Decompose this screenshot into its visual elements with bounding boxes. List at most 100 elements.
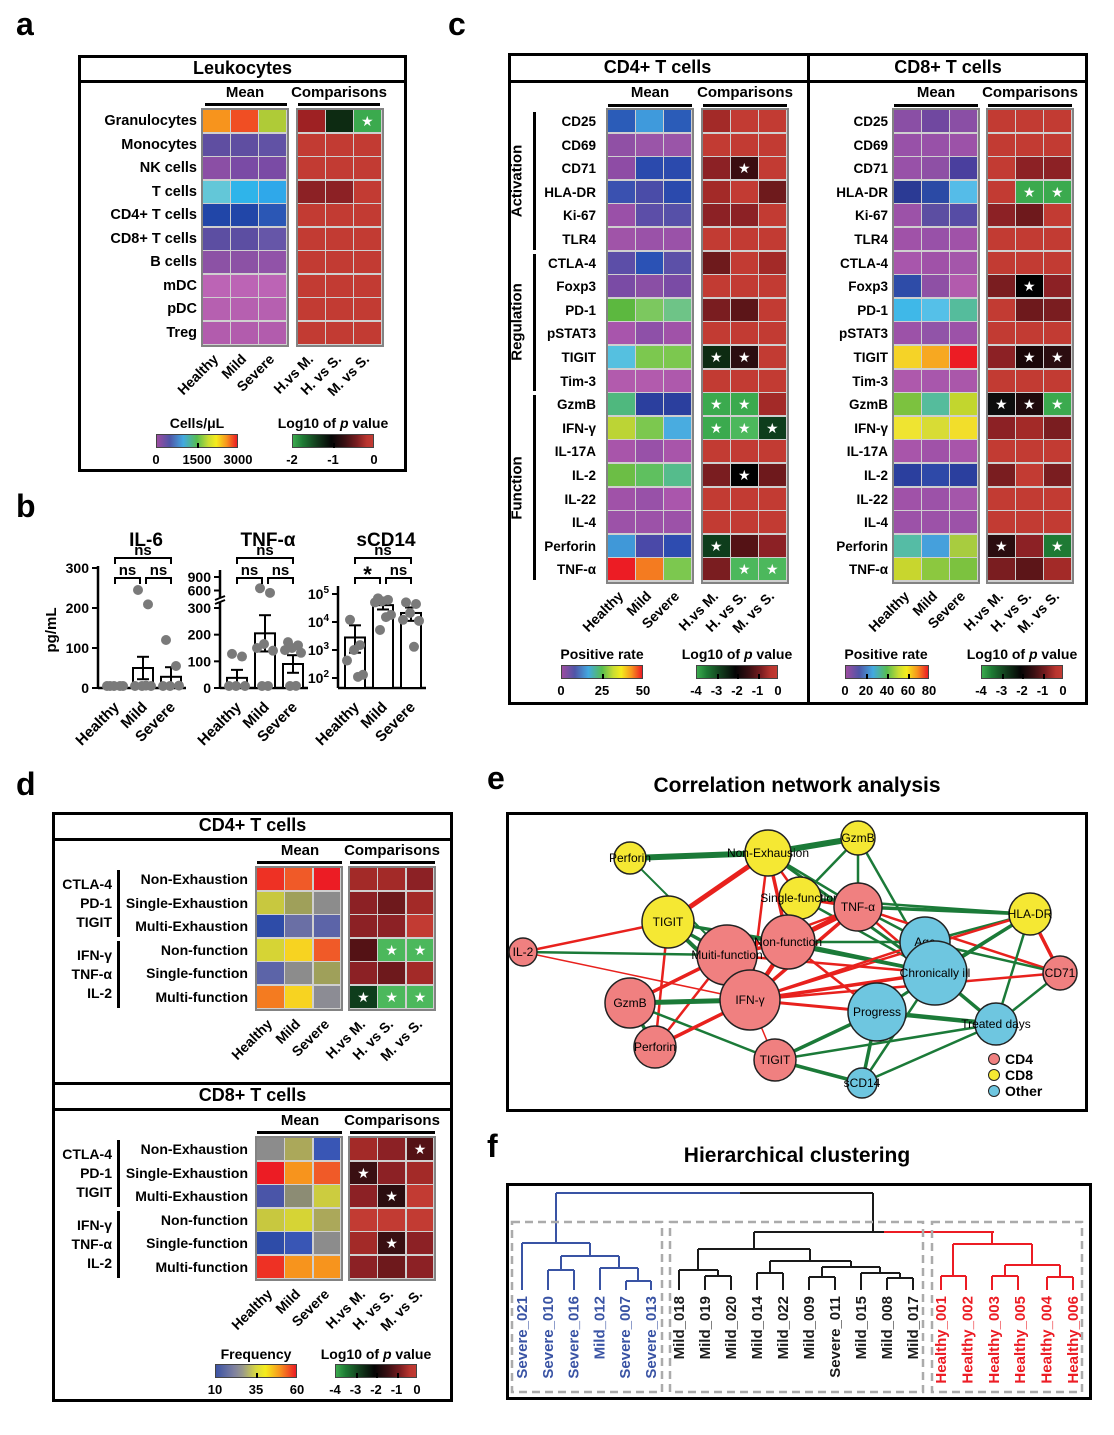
chart-title: sCD14	[356, 530, 416, 551]
heatmap-cell	[378, 1161, 406, 1184]
heatmap-cell	[350, 915, 377, 938]
heatmap-cell	[988, 487, 1015, 510]
positive-rate-legend-title: Positive rate	[844, 646, 928, 662]
sample-label: Healthy_001	[933, 1296, 950, 1384]
y-tick-label: 0	[81, 680, 89, 696]
heatmap-cell	[1044, 487, 1071, 510]
network-node-label: Progress	[853, 1005, 901, 1019]
heatmap-cell	[894, 393, 921, 416]
heatmap-cell: ★	[731, 346, 758, 369]
group-bracket-line	[117, 940, 120, 1008]
heatmap-cell	[285, 891, 313, 914]
network-node	[613, 841, 647, 875]
data-point	[381, 612, 391, 623]
heatmap-cell	[894, 416, 921, 439]
network-node-label: Chronically ill	[900, 966, 971, 980]
group-bracket-line	[533, 253, 536, 392]
heatmap-cell	[1044, 511, 1071, 534]
heatmap-cell	[636, 534, 663, 557]
sample-label: Mild_018	[671, 1296, 688, 1359]
heatmap-cell	[988, 180, 1015, 203]
data-point	[414, 615, 424, 626]
heatmap-cell	[1044, 133, 1071, 156]
data-point	[231, 681, 241, 691]
network-node-label: Muiti-function	[691, 948, 762, 962]
legend-dot-icon	[988, 1085, 1000, 1097]
row-label: IL-2	[571, 468, 596, 483]
network-node	[833, 882, 883, 932]
row-label: pDC	[167, 301, 197, 317]
heatmap-cell	[1044, 440, 1071, 463]
data-point	[143, 599, 153, 610]
heatmap-cell	[257, 891, 284, 914]
network-node-label: sCD14	[844, 1076, 881, 1090]
row-label: mDC	[163, 277, 197, 294]
heatmap-cell	[203, 204, 230, 226]
heatmap-cell	[231, 204, 258, 226]
heatmap-cell	[285, 1232, 313, 1255]
significance-label: ns	[272, 562, 290, 579]
heatmap-cell	[406, 1185, 434, 1208]
heatmap-cell	[950, 275, 977, 298]
significance-star-icon: ★	[413, 989, 427, 1006]
heatmap-cell	[326, 227, 353, 250]
panel-d-cd4-title: CD4+ T cells	[198, 815, 307, 835]
heatmap-cell	[257, 938, 284, 961]
heatmap-cell	[1016, 133, 1043, 156]
heatmap-cell	[285, 962, 313, 985]
underline	[703, 104, 787, 107]
heatmap-cell: ★	[1044, 534, 1071, 557]
heatmap-cell	[608, 298, 635, 321]
network-node-label: HLA-DR	[1008, 907, 1053, 921]
heatmap-cell	[894, 440, 921, 463]
x-category-label: Healthy	[194, 698, 245, 749]
heatmap-cell: ★	[731, 416, 758, 439]
heatmap-cell	[350, 1185, 377, 1208]
positive-rate-legend-title: Positive rate	[560, 646, 644, 662]
row-label: Monocytes	[121, 136, 197, 153]
sample-label: Mild_014	[749, 1295, 766, 1359]
sample-label: Mild_012	[591, 1296, 608, 1359]
heatmap-cell	[922, 464, 949, 487]
significance-star-icon: ★	[994, 537, 1008, 554]
row-label: B cells	[150, 254, 197, 270]
heatmap-cell	[759, 251, 786, 274]
significance-star-icon: ★	[1050, 396, 1064, 413]
heatmap-cell	[257, 962, 284, 985]
row-label: Non-function	[160, 941, 248, 958]
underline	[988, 104, 1072, 107]
row-label: Multi-Exhaustion	[135, 918, 248, 935]
legend-tick-label: -2	[731, 683, 743, 698]
row-label: Single-Exhaustion	[125, 894, 248, 911]
heatmap-cell: ★	[1016, 346, 1043, 369]
heatmap-cell	[257, 1185, 284, 1208]
heatmap-cell	[636, 204, 663, 227]
heatmap-cell	[406, 962, 434, 985]
data-point	[171, 661, 181, 671]
heatmap-cell	[1044, 228, 1071, 251]
group-label: CTLA-4 PD-1 TIGIT	[62, 1145, 112, 1200]
heatmap-cell	[378, 1138, 406, 1161]
legend-tick-label: 40	[879, 683, 895, 698]
row-label: Single-Exhaustion	[125, 1164, 248, 1181]
significance-label: ns	[374, 542, 392, 559]
data-point	[265, 587, 275, 598]
sample-label: Mild_020	[723, 1296, 740, 1359]
legend-tick-mark	[396, 1373, 399, 1378]
significance-bracket	[114, 557, 172, 564]
heatmap-cell	[759, 464, 786, 487]
heatmap-cell	[703, 558, 730, 581]
sample-label: Mild_019	[697, 1296, 714, 1359]
heatmap-cell	[664, 180, 691, 203]
significance-star-icon: ★	[709, 349, 723, 366]
heatmap-cell	[350, 868, 377, 891]
heatmap-cell	[354, 251, 381, 273]
heatmap-cell	[731, 322, 758, 345]
heatmap-cell	[378, 1256, 406, 1279]
heatmap-cell	[703, 251, 730, 274]
y-tick-label: 100	[188, 653, 212, 669]
heatmap-cell	[950, 228, 977, 251]
heatmap-cell	[354, 298, 381, 320]
heatmap-cell	[950, 180, 977, 203]
group-label-text: Regulation	[508, 283, 526, 362]
